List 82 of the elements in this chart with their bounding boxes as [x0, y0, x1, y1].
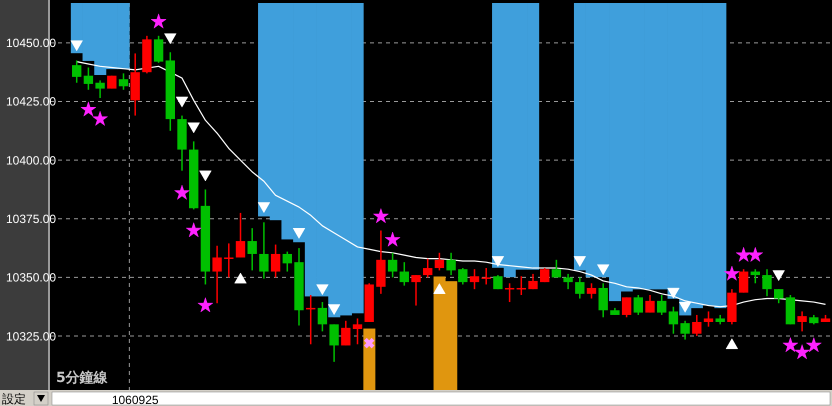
x-tick-label: 1060925 [112, 393, 159, 406]
candlestick [84, 66, 94, 91]
candlestick [493, 274, 503, 290]
candlestick [680, 320, 690, 340]
candlestick [762, 268, 772, 297]
candlestick [645, 294, 655, 314]
candlestick [482, 267, 491, 286]
point [726, 338, 738, 350]
point [748, 246, 764, 262]
candlestick [411, 274, 421, 306]
point [258, 202, 270, 213]
point [176, 96, 188, 108]
candlestick [575, 276, 584, 300]
candlestick [400, 261, 409, 286]
candlestick [282, 250, 292, 272]
point [174, 184, 190, 200]
candlestick [341, 320, 350, 346]
y-tick-label: 10375.00 [6, 212, 56, 226]
candlestick [212, 245, 222, 304]
point [806, 337, 822, 352]
candlestick [248, 227, 257, 272]
candlestick [107, 74, 116, 90]
candlestick [668, 306, 678, 334]
candlestick [528, 273, 538, 290]
candlestick [154, 35, 164, 64]
candlestick [236, 212, 246, 258]
point [199, 170, 212, 182]
point [736, 246, 752, 262]
candlestick [716, 314, 725, 326]
candlestick [797, 310, 807, 332]
y-tick-label: 10325.00 [6, 329, 56, 344]
candlestick [318, 301, 328, 332]
point [186, 222, 202, 238]
y-tick-label: 10350.00 [6, 270, 56, 285]
candlestick [622, 296, 632, 318]
candlestick [446, 252, 456, 276]
candlestick [598, 282, 608, 318]
candlestick [738, 268, 748, 294]
point [188, 122, 200, 134]
point [724, 266, 740, 281]
candlestick [504, 282, 514, 303]
candlestick [224, 242, 234, 278]
candlestick [540, 267, 550, 283]
candlestick [352, 318, 362, 346]
candlestick [692, 314, 702, 337]
candlestick [434, 252, 444, 272]
annotation: 5分鐘線 [56, 370, 109, 386]
point [198, 297, 214, 312]
point [364, 338, 374, 348]
y-tick-label: 10425.00 [6, 94, 56, 109]
candlestick [552, 259, 562, 278]
point [433, 283, 446, 294]
candlestick [750, 268, 760, 284]
point [373, 208, 389, 224]
point [794, 344, 810, 360]
y-tick-label: 10450.00 [6, 36, 56, 50]
candlestick [634, 294, 643, 316]
point [70, 40, 83, 52]
candlestick [118, 72, 128, 91]
point [234, 272, 247, 284]
point [384, 232, 400, 247]
candlestick [270, 244, 280, 278]
candlestick [329, 324, 339, 363]
point [782, 337, 798, 352]
candlestick [516, 275, 526, 296]
text: 設定 [2, 392, 26, 406]
candlestick [259, 222, 269, 280]
point [164, 33, 176, 44]
candlestick [306, 294, 316, 346]
y-tick-label: 10400.00 [6, 153, 56, 168]
candlestick [704, 310, 714, 328]
candlestick [774, 288, 784, 304]
candlestick [809, 314, 818, 326]
candlestick [423, 258, 432, 278]
candlestick [458, 267, 468, 286]
candlestick [470, 268, 480, 290]
candlestick [586, 282, 596, 300]
candlestick [72, 60, 82, 84]
candlestick [388, 252, 398, 278]
candlestick [563, 273, 573, 290]
candlestick [657, 294, 666, 316]
candlestick [95, 80, 105, 99]
